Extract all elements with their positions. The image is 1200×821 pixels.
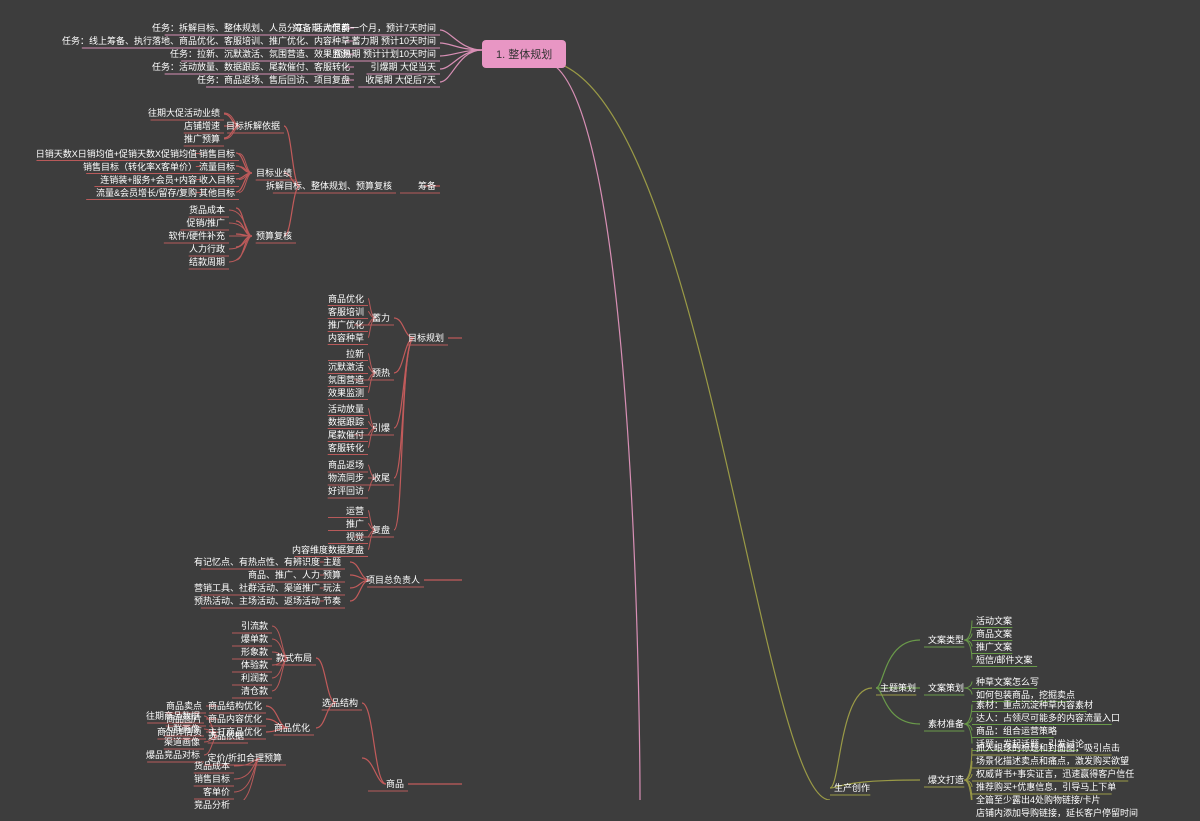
project-lead: 项目总负责人 <box>362 573 424 588</box>
leaf-node: 好评回访 <box>324 484 368 499</box>
leaf-node: 其他目标 <box>195 186 239 201</box>
leaf-node: 竞品分析 <box>190 798 234 813</box>
l2-node: 选品结构 <box>318 696 362 711</box>
group-node: 预算复核 <box>252 229 296 244</box>
phase-node: 预热 <box>368 366 394 381</box>
stage-node: 筹备 <box>414 179 440 194</box>
phase-node: 复盘 <box>368 523 394 538</box>
group-node: 文案策划 <box>924 681 968 696</box>
phase-node: 引爆 <box>368 421 394 436</box>
explosive-node: 爆文打造 <box>924 773 968 788</box>
group-node: 目标拆解依据 <box>222 119 284 134</box>
production-node: 生产创作 <box>830 781 874 796</box>
root-node: 1. 整体规划 <box>482 40 566 68</box>
leaf-node: 短信/邮件文案 <box>972 653 1037 668</box>
phase-node: 收尾 <box>368 471 394 486</box>
phase-node: 蓄力 <box>368 311 394 326</box>
leaf-node: 预热活动、主场活动、返场活动 <box>190 594 324 609</box>
group-node: 素材准备 <box>924 717 968 732</box>
task-label: 任务：商品返场、售后回访、项目复盘 <box>193 73 354 88</box>
stage-label: 收尾期 大促后7天 <box>361 73 440 88</box>
group-node: 目标业绩 <box>252 166 296 181</box>
style-layout: 款式布局 <box>272 651 316 666</box>
l2-node: 商品优化 <box>270 721 314 736</box>
leaf-node: 效果监测 <box>324 386 368 401</box>
select-basis: 选品依据 <box>204 729 248 744</box>
breakdown-main: 拆解目标、整体规划、预算复核 <box>262 179 396 194</box>
leaf-node: 店铺内添加导购链接，延长客户停留时间 <box>972 806 1142 821</box>
leaf-node: 清仓款 <box>237 684 272 699</box>
leaf-node: 客服转化 <box>324 441 368 456</box>
group-node: 文案类型 <box>924 633 968 648</box>
target-plan: 目标规划 <box>404 331 448 346</box>
theme-plan: 主题策划 <box>876 681 920 696</box>
leaf-node: 流量&会员增长/留存/复购 <box>92 186 201 201</box>
leaf-node: 结款周期 <box>185 255 229 270</box>
product-main: 商品 <box>382 777 408 792</box>
leaf-node: 推广预算 <box>180 132 224 147</box>
leaf-node: 内容种草 <box>324 331 368 346</box>
